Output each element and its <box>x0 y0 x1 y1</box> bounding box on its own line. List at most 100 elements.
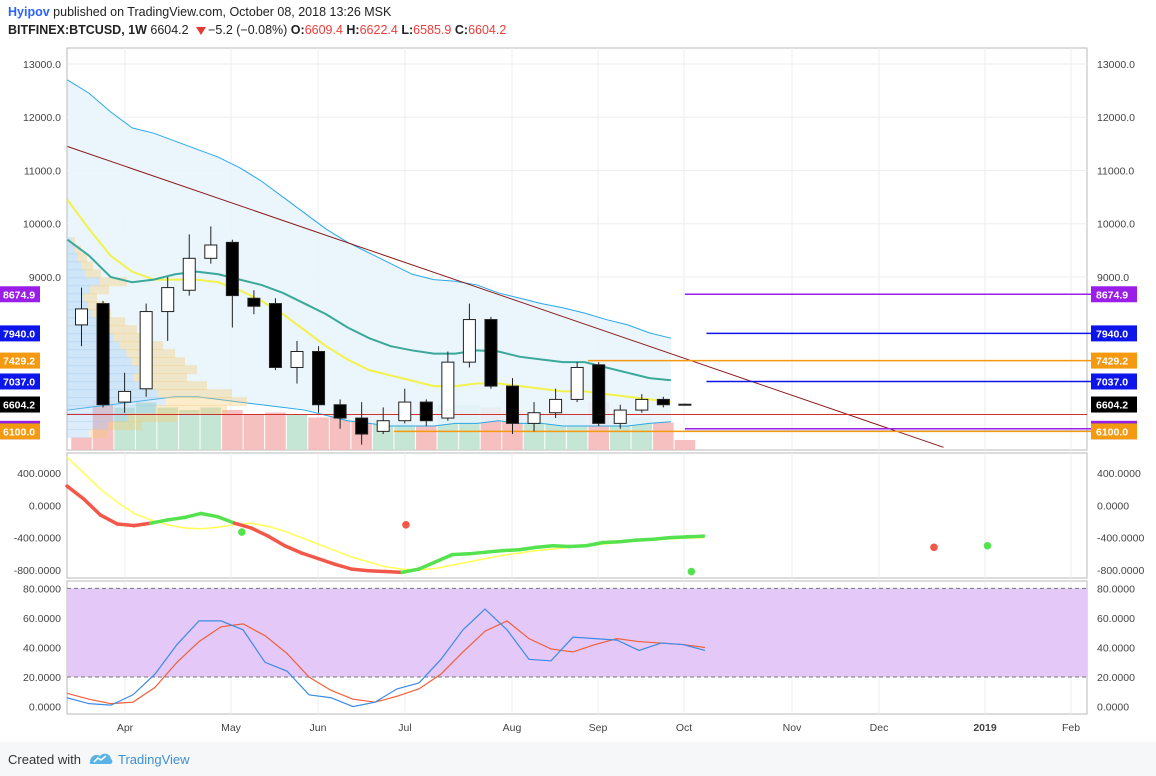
time-axis-label: 2019 <box>973 722 997 734</box>
volume-profile-bar <box>67 269 86 279</box>
stoch-axis-tick-left: 40.0000 <box>23 643 61 655</box>
volume-profile-bar <box>78 253 87 263</box>
symbol-line: BITFINEX:BTCUSD, 1W 6604.2 −5.2 (−0.08%)… <box>8 23 506 37</box>
candle-body <box>527 412 541 424</box>
tradingview-brand-link[interactable]: TradingView <box>118 752 190 767</box>
macd-line-segment <box>316 556 337 567</box>
macd-line-segment <box>551 543 572 549</box>
candle-body <box>75 308 88 326</box>
volume-bar <box>653 422 674 450</box>
candle-body <box>419 401 433 422</box>
candle-body <box>506 385 519 424</box>
price-axis-tick-right: 13000.0 <box>1097 59 1135 71</box>
time-axis-label: Jul <box>398 722 411 734</box>
candle-body <box>182 257 196 291</box>
macd-line-segment <box>350 567 371 573</box>
candle-body <box>161 287 175 313</box>
author-link[interactable]: Hyipov <box>8 5 50 19</box>
volume-profile-bar <box>67 325 106 335</box>
volume-profile-bar <box>74 245 81 255</box>
high-label: H: <box>346 23 360 37</box>
time-axis-label: May <box>221 722 242 734</box>
macd-line-segment <box>685 534 706 539</box>
volume-profile-bar <box>67 293 84 303</box>
macd-line-segment <box>216 514 237 525</box>
right-price-tag <box>1091 373 1137 390</box>
macd-axis-tick-right: -400.0000 <box>1097 533 1144 545</box>
time-axis: Apr May Jun Jul Aug Sep Oct Nov Dec 2019 Feb <box>117 722 1080 734</box>
volume-profile-bar <box>67 341 120 351</box>
left-price-tag <box>0 286 40 303</box>
right-price-tag <box>1091 352 1137 369</box>
candle-body <box>613 409 627 424</box>
macd-line-segment <box>417 560 438 571</box>
candle-body <box>139 311 153 390</box>
macd-axis-tick-right: 0.0000 <box>1097 500 1129 512</box>
volume-bar <box>178 410 200 450</box>
volume-bar <box>157 407 178 450</box>
macd-line-segment <box>467 550 488 556</box>
right-price-tag-label: 7940.0 <box>1096 328 1128 340</box>
macd-line-segment <box>366 568 387 574</box>
left-price-tag <box>0 423 40 440</box>
volume-profile-bar <box>81 261 93 271</box>
macd-line-segment <box>65 484 86 501</box>
stoch-axis-tick-right: 60.0000 <box>1097 613 1135 625</box>
volume-bar <box>394 422 416 450</box>
macd-line-segment <box>182 511 203 520</box>
volume-profile-bar <box>108 421 142 431</box>
macd-line-segment <box>484 548 505 554</box>
time-axis-label: Sep <box>589 722 608 734</box>
price-axis-tick-left: 9000.0 <box>29 272 61 284</box>
right-price-tag <box>1091 325 1137 342</box>
macd-line-segment <box>584 540 605 548</box>
close-value: 6604.2 <box>468 23 507 37</box>
candle-body <box>462 319 476 363</box>
price-axis-tick-left: 13000.0 <box>23 59 61 71</box>
candle-body <box>118 390 132 403</box>
time-axis-label: Jun <box>310 722 327 734</box>
chart-area[interactable]: 13000.0 13000.0 12000.0 12000.0 11000.0 11000… <box>0 44 1156 742</box>
left-price-tag-label: 8674.9 <box>3 289 35 301</box>
candle-body <box>312 350 326 406</box>
volume-profile-bar <box>67 389 158 399</box>
left-price-tag <box>0 373 40 390</box>
macd-cross-dot <box>402 520 410 529</box>
stochastic-k-line <box>66 608 706 708</box>
open-label: O: <box>290 23 305 37</box>
candle-body <box>484 319 498 387</box>
candle-body <box>678 403 692 406</box>
volume-profile-bar <box>166 397 247 407</box>
macd-cross-dot <box>687 567 696 576</box>
macd-line-segment <box>165 515 186 522</box>
price-axis-tick-right: 9000.0 <box>1097 272 1129 284</box>
stoch-axis-tick-right: 0.0000 <box>1097 702 1129 714</box>
candle-body <box>204 244 218 259</box>
volume-profile-bar <box>67 301 88 311</box>
left-price-tag-label: 7037.0 <box>3 376 35 388</box>
volume-profile-bar <box>71 237 75 247</box>
volume-profile-bar <box>90 285 109 295</box>
volume-bar <box>674 440 696 450</box>
symbol-label: BITFINEX:BTCUSD, 1W <box>8 23 147 37</box>
tradingview-logo-icon <box>89 753 113 764</box>
macd-line-segment <box>98 513 119 526</box>
volume-profile-bar <box>98 317 125 327</box>
macd-axis-tick-right: 400.0000 <box>1097 468 1141 480</box>
right-price-tag-label: 7429.2 <box>1096 356 1128 368</box>
macd-line-segment <box>283 543 304 555</box>
volume-profile-bar <box>67 245 75 255</box>
volume-profile-bar <box>89 429 107 439</box>
right-price-tag-label: 6604.2 <box>1096 400 1128 412</box>
descending-trendline <box>67 146 944 448</box>
macd-cross-dot <box>983 541 992 550</box>
volume-profile-bar <box>85 269 101 279</box>
volume-bar <box>114 407 135 450</box>
right-price-tag <box>1091 396 1137 413</box>
volume-bar <box>329 415 351 450</box>
created-with-text: Created with <box>8 752 81 767</box>
macd-line-segment <box>249 526 270 538</box>
candle-body <box>247 297 261 307</box>
macd-axis-tick-left: -400.0000 <box>14 533 61 545</box>
chart-header: Hyipov published on TradingView.com, Oct… <box>0 0 1156 44</box>
